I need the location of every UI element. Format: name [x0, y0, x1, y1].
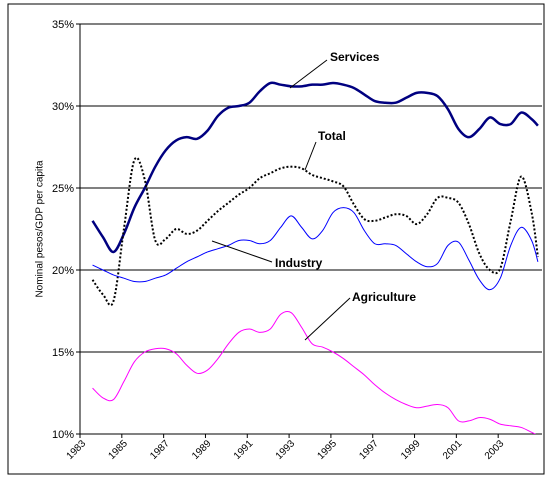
y-axis-label: Nominal pesos/GDP per capita [35, 160, 46, 298]
x-tick-label: 1999 [399, 438, 423, 462]
series-line [92, 310, 536, 434]
annotation-leader [304, 141, 317, 171]
chart-frame [7, 3, 545, 475]
annotation-leader [304, 297, 351, 341]
series-line [91, 81, 539, 254]
x-tick-label: 1993 [274, 438, 298, 462]
x-tick-label: 1997 [357, 438, 381, 462]
x-tick-label: 1995 [316, 438, 340, 462]
series-label: Services [330, 50, 380, 64]
series-line [92, 207, 539, 291]
plot-area [91, 81, 539, 434]
y-tick-label: 15% [52, 347, 74, 359]
x-tick-label: 1989 [190, 438, 214, 462]
y-tick-label: 35% [52, 19, 74, 31]
series-line [91, 156, 539, 307]
x-tick-label: 1991 [232, 438, 256, 462]
x-tick-label: 2001 [441, 438, 465, 462]
annotation-leader [211, 240, 273, 263]
x-tick-label: 1983 [65, 438, 89, 462]
series-label: Total [318, 129, 346, 143]
x-tick-label: 2003 [483, 438, 507, 462]
series-label: Industry [275, 256, 323, 270]
y-tick-label: 20% [52, 265, 74, 277]
x-tick-label: 1987 [148, 438, 172, 462]
annotation-leader [289, 59, 328, 89]
series-label: Agriculture [352, 290, 416, 304]
y-tick-label: 25% [52, 183, 74, 195]
y-tick-label: 10% [52, 429, 74, 441]
y-tick-label: 30% [52, 101, 74, 113]
x-tick-label: 1985 [106, 438, 130, 462]
